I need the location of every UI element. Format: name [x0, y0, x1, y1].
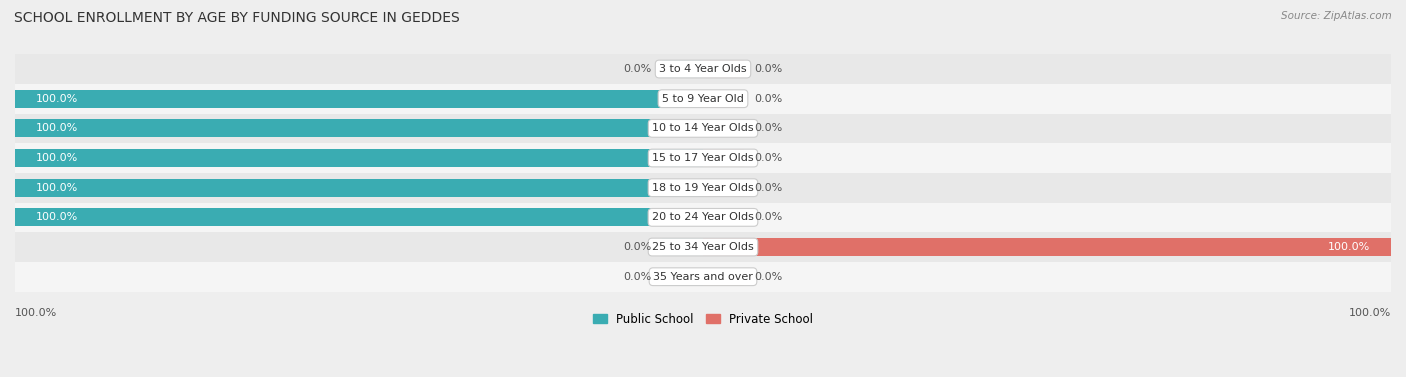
Text: 0.0%: 0.0%: [623, 64, 651, 74]
Text: 5 to 9 Year Old: 5 to 9 Year Old: [662, 94, 744, 104]
Text: 100.0%: 100.0%: [15, 308, 58, 318]
Text: 18 to 19 Year Olds: 18 to 19 Year Olds: [652, 183, 754, 193]
Bar: [15, 113, 1391, 143]
Bar: [15, 90, 703, 107]
Bar: [703, 60, 744, 78]
Bar: [662, 238, 703, 256]
Bar: [15, 149, 703, 167]
Bar: [662, 268, 703, 286]
Text: 0.0%: 0.0%: [755, 272, 783, 282]
Text: 100.0%: 100.0%: [35, 183, 77, 193]
Text: 100.0%: 100.0%: [35, 123, 77, 133]
Bar: [662, 60, 703, 78]
Bar: [15, 179, 703, 196]
Bar: [15, 202, 1391, 232]
Text: 0.0%: 0.0%: [755, 153, 783, 163]
Text: 100.0%: 100.0%: [35, 153, 77, 163]
Text: 0.0%: 0.0%: [623, 272, 651, 282]
Bar: [703, 149, 744, 167]
Bar: [703, 268, 744, 286]
Text: 0.0%: 0.0%: [755, 123, 783, 133]
Bar: [703, 90, 744, 107]
Bar: [703, 179, 744, 196]
Bar: [703, 120, 744, 137]
Text: 100.0%: 100.0%: [1329, 242, 1371, 252]
Text: 100.0%: 100.0%: [1348, 308, 1391, 318]
Text: 25 to 34 Year Olds: 25 to 34 Year Olds: [652, 242, 754, 252]
Bar: [15, 120, 703, 137]
Text: 0.0%: 0.0%: [755, 94, 783, 104]
Text: Source: ZipAtlas.com: Source: ZipAtlas.com: [1281, 11, 1392, 21]
Text: 3 to 4 Year Olds: 3 to 4 Year Olds: [659, 64, 747, 74]
Text: 20 to 24 Year Olds: 20 to 24 Year Olds: [652, 212, 754, 222]
Text: 10 to 14 Year Olds: 10 to 14 Year Olds: [652, 123, 754, 133]
Bar: [15, 54, 1391, 84]
Bar: [15, 262, 1391, 291]
Bar: [703, 238, 1391, 256]
Bar: [15, 84, 1391, 113]
Bar: [15, 143, 1391, 173]
Text: 35 Years and over: 35 Years and over: [652, 272, 754, 282]
Bar: [15, 232, 1391, 262]
Text: 0.0%: 0.0%: [755, 64, 783, 74]
Bar: [15, 208, 703, 226]
Bar: [703, 208, 744, 226]
Text: SCHOOL ENROLLMENT BY AGE BY FUNDING SOURCE IN GEDDES: SCHOOL ENROLLMENT BY AGE BY FUNDING SOUR…: [14, 11, 460, 25]
Text: 0.0%: 0.0%: [755, 212, 783, 222]
Legend: Public School, Private School: Public School, Private School: [588, 308, 818, 330]
Text: 0.0%: 0.0%: [623, 242, 651, 252]
Text: 0.0%: 0.0%: [755, 183, 783, 193]
Text: 15 to 17 Year Olds: 15 to 17 Year Olds: [652, 153, 754, 163]
Bar: [15, 173, 1391, 202]
Text: 100.0%: 100.0%: [35, 94, 77, 104]
Text: 100.0%: 100.0%: [35, 212, 77, 222]
